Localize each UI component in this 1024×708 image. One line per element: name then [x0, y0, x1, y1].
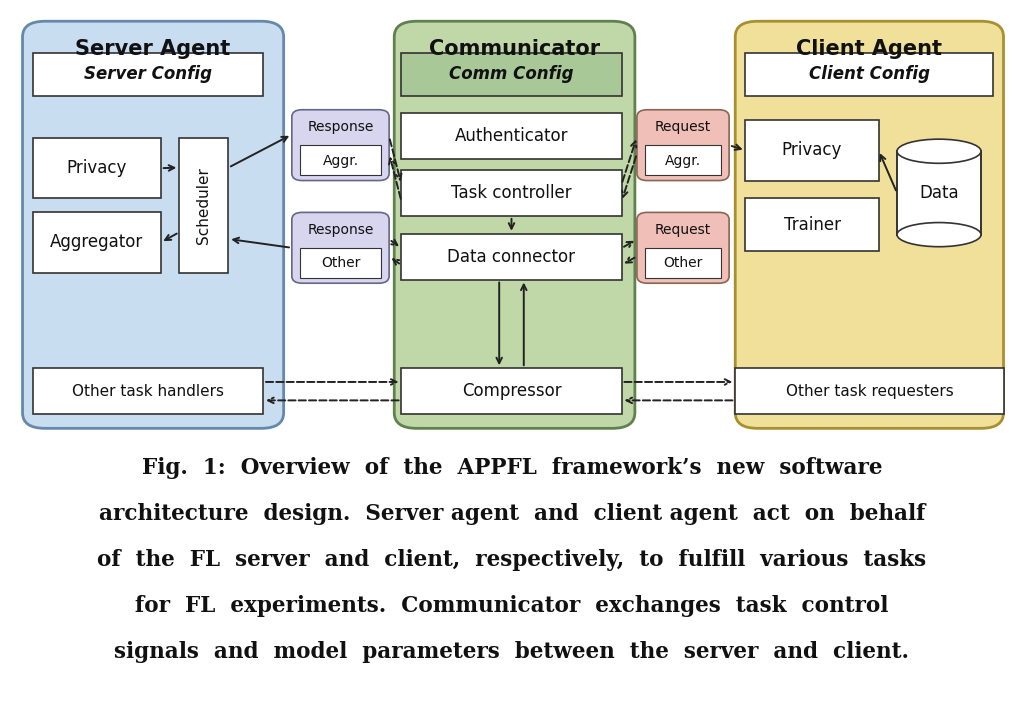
Bar: [735, 368, 1004, 414]
Text: Other: Other: [321, 256, 360, 270]
Text: architecture  design.  Server agent  and  client agent  act  on  behalf: architecture design. Server agent and cl…: [98, 503, 926, 525]
Bar: [745, 120, 879, 181]
Text: Scheduler: Scheduler: [197, 167, 211, 244]
FancyBboxPatch shape: [735, 21, 1004, 428]
Text: Aggr.: Aggr.: [323, 154, 358, 168]
Bar: [645, 248, 721, 278]
Bar: [401, 234, 622, 280]
Bar: [401, 53, 622, 96]
Bar: [401, 113, 622, 159]
FancyBboxPatch shape: [637, 110, 729, 181]
Text: Authenticator: Authenticator: [455, 127, 568, 145]
Text: Comm Config: Comm Config: [450, 65, 573, 84]
Bar: [745, 53, 993, 96]
Ellipse shape: [897, 222, 981, 246]
Text: Trainer: Trainer: [783, 216, 841, 234]
Text: Server Config: Server Config: [84, 65, 212, 84]
Text: for  FL  experiments.  Communicator  exchanges  task  control: for FL experiments. Communicator exchang…: [135, 595, 889, 617]
FancyBboxPatch shape: [23, 21, 284, 428]
Text: Response: Response: [307, 223, 374, 237]
Text: Privacy: Privacy: [782, 142, 842, 159]
Text: Privacy: Privacy: [67, 159, 127, 177]
Text: Task controller: Task controller: [452, 184, 571, 202]
Text: Other task handlers: Other task handlers: [72, 384, 224, 399]
Text: Request: Request: [655, 223, 711, 237]
FancyBboxPatch shape: [394, 21, 635, 428]
FancyBboxPatch shape: [292, 212, 389, 283]
Bar: [33, 138, 161, 198]
Text: signals  and  model  parameters  between  the  server  and  client.: signals and model parameters between the…: [115, 641, 909, 663]
FancyBboxPatch shape: [637, 212, 729, 283]
Text: Client Config: Client Config: [809, 65, 930, 84]
Bar: [33, 212, 161, 273]
Text: Compressor: Compressor: [462, 382, 561, 400]
Text: Server Agent: Server Agent: [76, 39, 230, 59]
Text: Other: Other: [664, 256, 702, 270]
Text: Response: Response: [307, 120, 374, 135]
Text: Fig.  1:  Overview  of  the  APPFL  framework’s  new  software: Fig. 1: Overview of the APPFL framework’…: [141, 457, 883, 479]
Bar: [645, 145, 721, 175]
Bar: [897, 152, 981, 234]
FancyBboxPatch shape: [292, 110, 389, 181]
Text: Client Agent: Client Agent: [797, 39, 942, 59]
Bar: [745, 198, 879, 251]
Bar: [300, 145, 381, 175]
Bar: [401, 368, 622, 414]
Bar: [401, 170, 622, 216]
Text: Communicator: Communicator: [429, 39, 600, 59]
Text: Data: Data: [920, 184, 958, 202]
Text: Aggregator: Aggregator: [50, 234, 143, 251]
Bar: [33, 53, 263, 96]
Text: of  the  FL  server  and  client,  respectively,  to  fulfill  various  tasks: of the FL server and client, respectivel…: [97, 549, 927, 571]
Text: Other task requesters: Other task requesters: [785, 384, 953, 399]
Text: Data connector: Data connector: [447, 248, 575, 266]
Bar: [33, 368, 263, 414]
Text: Aggr.: Aggr.: [665, 154, 701, 168]
Bar: [300, 248, 381, 278]
Bar: [179, 138, 228, 273]
Ellipse shape: [897, 139, 981, 164]
Text: Request: Request: [655, 120, 711, 135]
